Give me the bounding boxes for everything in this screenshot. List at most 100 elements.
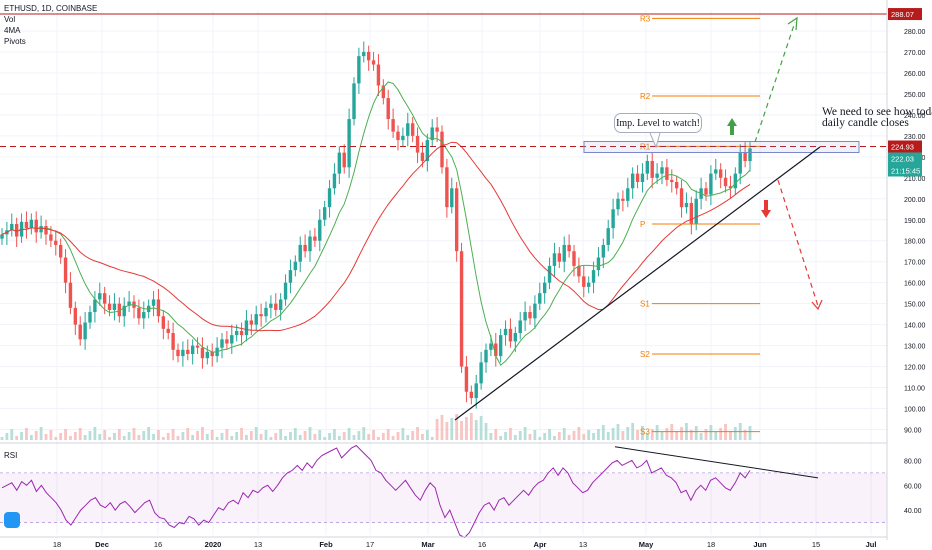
volume-bar (230, 436, 234, 440)
candle-body (142, 312, 146, 319)
volume-bar (548, 429, 551, 440)
candle-body (313, 236, 317, 241)
volume-bar (474, 420, 478, 440)
volume-bar (142, 431, 146, 440)
candle-body (606, 228, 610, 245)
volume-bar (181, 432, 185, 440)
volume-bar (645, 433, 649, 440)
volume-bar (235, 432, 239, 440)
rsi-tick-label: 60.00 (904, 483, 922, 490)
candle-body (318, 219, 322, 241)
volume-bar (176, 436, 180, 440)
tradingview-logo-icon[interactable] (4, 512, 20, 528)
candle-body (205, 351, 210, 359)
time-tick-label: Feb (319, 540, 333, 549)
volume-bar (621, 431, 625, 440)
volume-bar (469, 413, 473, 440)
candle-body (386, 98, 390, 120)
volume-bar (411, 431, 415, 440)
volume-bar (264, 430, 268, 440)
volume-bar (416, 427, 419, 440)
candle-body (249, 320, 254, 325)
imp-level-badge-text: 224.93 (891, 142, 914, 151)
candle-body (542, 282, 547, 294)
trend-annotations (0, 13, 887, 421)
volume-bar (430, 437, 434, 440)
volume-bar (606, 432, 610, 440)
volume-bar (157, 430, 160, 440)
moving-averages (1, 81, 751, 366)
volume-bar (650, 429, 654, 440)
candle-body (78, 324, 82, 340)
volume-bar (601, 425, 605, 440)
volume-bar (73, 432, 77, 440)
candle-body (151, 299, 156, 306)
volume-bar (494, 429, 498, 440)
candle-body (601, 244, 606, 258)
volume-bar (245, 435, 248, 440)
countdown-badge (888, 164, 922, 177)
volume-bar (381, 433, 385, 440)
volume-bar (284, 436, 287, 440)
candle-body (381, 85, 386, 99)
volume-bar (729, 431, 732, 440)
price-tick-label: 200.00 (904, 197, 926, 204)
volume-bar (406, 435, 410, 440)
up-arrow-icon (727, 118, 737, 135)
volume-bar (117, 429, 121, 440)
candle-body (684, 202, 689, 208)
candle-body (0, 234, 4, 239)
candle-body (112, 303, 117, 310)
candle-body (88, 312, 92, 323)
candle-body (127, 301, 131, 306)
candle-body (303, 244, 307, 252)
pivot-label-s2: S2 (640, 350, 650, 359)
volume-bar (147, 427, 151, 440)
candle-body (14, 223, 19, 237)
top-level-badge-text: 288.07 (891, 10, 914, 19)
candle-body (425, 140, 430, 162)
volume-bar (543, 433, 547, 440)
candle-body (322, 207, 327, 220)
candle-body (176, 349, 180, 357)
volume-bars (0, 413, 752, 440)
rsi-line (1, 444, 751, 539)
candle-body (210, 351, 214, 357)
callout-pointer (649, 132, 661, 149)
volume-bar (215, 437, 219, 440)
candle-body (503, 328, 508, 336)
candle-body (538, 293, 542, 304)
candle-body (68, 282, 73, 308)
volume-bar (484, 423, 488, 440)
bearish-projection (777, 179, 819, 307)
volume-bar (113, 433, 116, 440)
last-price-badge (888, 152, 922, 165)
candle-body (293, 261, 298, 271)
volume-bar (59, 433, 63, 440)
candlesticks (0, 41, 752, 409)
price-tick-label: 160.00 (904, 281, 926, 288)
volume-bar (435, 419, 439, 440)
countdown-badge-text: 21:15:45 (891, 166, 920, 175)
candle-body (347, 119, 351, 168)
candle-body (670, 179, 674, 182)
time-tick-label: Dec (95, 540, 109, 549)
pivot-levels: R3R2R1PS1S2S3 (640, 14, 760, 437)
candle-body (230, 335, 234, 344)
candle-body (709, 173, 713, 195)
candle-body (655, 173, 659, 178)
volume-bar (342, 432, 346, 440)
imp-level-zone (583, 140, 860, 153)
candle-body (459, 251, 464, 367)
volume-bar (83, 435, 87, 440)
candle-body (332, 173, 337, 189)
volume-bar (587, 430, 591, 440)
candle-body (498, 335, 503, 357)
pivot-label-r2: R2 (640, 92, 651, 101)
candle-body (582, 276, 586, 287)
volume-bar (161, 437, 165, 440)
candle-body (102, 293, 107, 304)
candle-body (274, 303, 278, 310)
volume-bar (132, 428, 136, 440)
